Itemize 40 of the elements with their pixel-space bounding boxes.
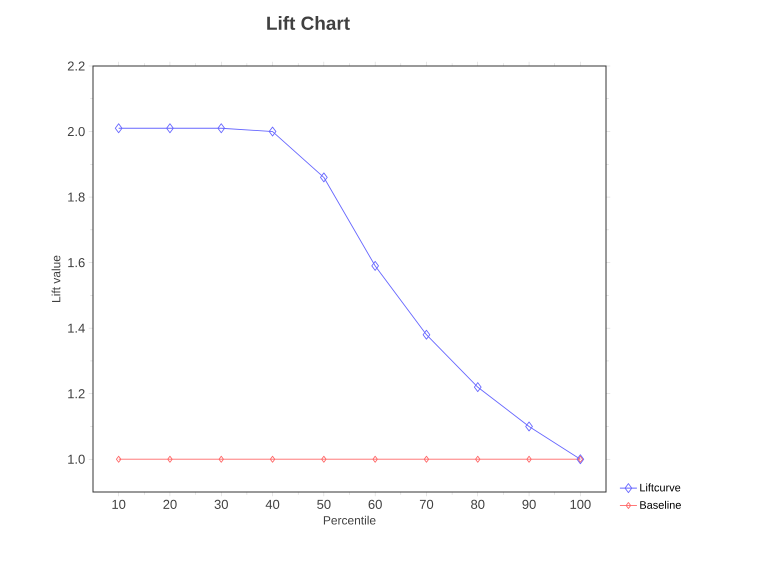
y-tick-label: 2.0 (68, 126, 85, 136)
legend-label: Baseline (640, 500, 681, 509)
point (116, 456, 122, 463)
x-tick-label: 30 (214, 500, 228, 509)
point (526, 456, 532, 463)
point (217, 123, 226, 134)
y-tick-label: 1.8 (68, 192, 85, 202)
point (167, 456, 173, 463)
point (372, 456, 378, 463)
point (474, 382, 482, 392)
point (422, 330, 430, 340)
point (320, 172, 328, 182)
y-tick-label: 1.0 (68, 454, 85, 464)
y-tick-label: 1.4 (68, 324, 85, 333)
point (166, 123, 174, 134)
x-tick-label: 80 (471, 500, 484, 509)
legend-label: Liftcurve (640, 483, 680, 492)
x-tick-label: 10 (112, 500, 126, 509)
x-tick-label: 20 (163, 500, 177, 509)
x-tick-label: 70 (420, 500, 434, 509)
chart-title: Lift Chart (267, 16, 350, 30)
point (268, 126, 276, 136)
point (525, 422, 533, 432)
y-tick-label: 2.2 (68, 61, 85, 71)
y-tick-label: 1.2 (68, 389, 85, 398)
x-tick-label: 90 (522, 500, 536, 509)
x-axis-title: Percentile (324, 516, 376, 525)
y-tick-label: 1.6 (68, 258, 85, 268)
point (475, 456, 480, 463)
x-tick-label: 40 (266, 500, 280, 509)
point (321, 456, 327, 463)
point (218, 456, 224, 463)
x-tick-label: 100 (570, 500, 591, 509)
y-axis-title: Lift value (52, 256, 60, 302)
point (270, 456, 276, 463)
x-tick-label: 50 (317, 500, 331, 509)
point (371, 260, 379, 271)
point (424, 456, 430, 463)
x-tick-label: 60 (368, 500, 382, 509)
point (114, 123, 122, 134)
